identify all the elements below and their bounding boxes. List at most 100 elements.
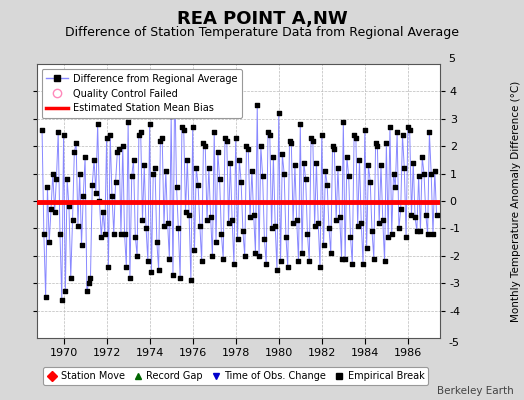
Point xyxy=(343,154,351,160)
Point xyxy=(237,179,245,185)
Point xyxy=(203,217,211,223)
Point xyxy=(312,160,321,166)
Point xyxy=(239,228,247,234)
Point xyxy=(361,126,369,133)
Point xyxy=(246,214,254,221)
Legend: Difference from Regional Average, Quality Control Failed, Estimated Station Mean: Difference from Regional Average, Qualit… xyxy=(41,69,242,118)
Point xyxy=(199,140,208,147)
Point xyxy=(275,110,283,116)
Point xyxy=(90,157,99,163)
Point xyxy=(102,135,111,141)
Point xyxy=(86,274,95,281)
Point xyxy=(357,220,365,226)
Point xyxy=(176,274,184,281)
Point xyxy=(41,294,50,300)
Point xyxy=(52,176,61,182)
Point xyxy=(292,217,301,223)
Point xyxy=(113,148,122,155)
Point xyxy=(257,143,265,149)
Point xyxy=(326,250,335,256)
Point xyxy=(108,192,116,199)
Point xyxy=(206,214,215,221)
Point xyxy=(339,118,347,125)
Point xyxy=(397,206,405,212)
Point xyxy=(224,220,233,226)
Point xyxy=(212,239,220,245)
Point xyxy=(160,222,168,229)
Point xyxy=(171,77,179,84)
Point xyxy=(382,140,390,147)
Point xyxy=(359,261,367,267)
Point xyxy=(172,184,181,190)
Point xyxy=(258,173,267,180)
Point xyxy=(174,225,182,232)
Point xyxy=(233,236,242,242)
Point xyxy=(321,168,330,174)
Point xyxy=(364,162,373,168)
Point xyxy=(40,231,48,237)
Point xyxy=(389,170,398,177)
Point xyxy=(377,162,385,168)
Point xyxy=(334,165,342,171)
Point xyxy=(45,239,53,245)
Point xyxy=(228,217,236,223)
Point xyxy=(372,140,380,147)
Point xyxy=(122,264,130,270)
Point xyxy=(255,253,263,259)
Point xyxy=(192,165,201,171)
Point xyxy=(124,118,133,125)
Point xyxy=(301,176,310,182)
Point xyxy=(146,121,154,128)
Point xyxy=(158,135,167,141)
Point xyxy=(67,274,75,281)
Point xyxy=(416,228,424,234)
Point xyxy=(296,121,304,128)
Point xyxy=(185,212,193,218)
Point xyxy=(352,135,360,141)
Point xyxy=(131,234,139,240)
Point xyxy=(83,288,91,295)
Point xyxy=(215,176,224,182)
Point xyxy=(68,217,77,223)
Point xyxy=(282,234,290,240)
Point xyxy=(286,138,294,144)
Point xyxy=(260,236,269,242)
Point xyxy=(323,181,331,188)
Point xyxy=(276,258,285,264)
Point xyxy=(178,124,186,130)
Text: 5: 5 xyxy=(449,54,455,64)
Point xyxy=(49,170,57,177)
Point xyxy=(135,132,143,138)
Point xyxy=(298,250,306,256)
Point xyxy=(378,217,387,223)
Point xyxy=(112,179,120,185)
Point xyxy=(214,148,222,155)
Point xyxy=(104,264,113,270)
Point xyxy=(161,168,170,174)
Point xyxy=(337,255,346,262)
Point xyxy=(50,209,59,215)
Point xyxy=(165,255,173,262)
Point xyxy=(300,160,308,166)
Point xyxy=(72,140,80,147)
Point xyxy=(118,143,127,149)
Point xyxy=(395,225,403,232)
Point xyxy=(363,244,371,251)
Text: REA POINT A,NW: REA POINT A,NW xyxy=(177,10,347,28)
Point xyxy=(43,184,52,190)
Point xyxy=(190,247,199,254)
Point xyxy=(117,231,125,237)
Point xyxy=(354,222,362,229)
Point xyxy=(330,146,339,152)
Point xyxy=(149,170,157,177)
Point xyxy=(88,181,96,188)
Point xyxy=(366,179,375,185)
Point xyxy=(56,231,64,237)
Point xyxy=(208,253,216,259)
Point xyxy=(411,214,419,221)
Point xyxy=(400,165,409,171)
Point xyxy=(373,143,381,149)
Point xyxy=(341,255,350,262)
Point xyxy=(375,220,384,226)
Point xyxy=(217,231,225,237)
